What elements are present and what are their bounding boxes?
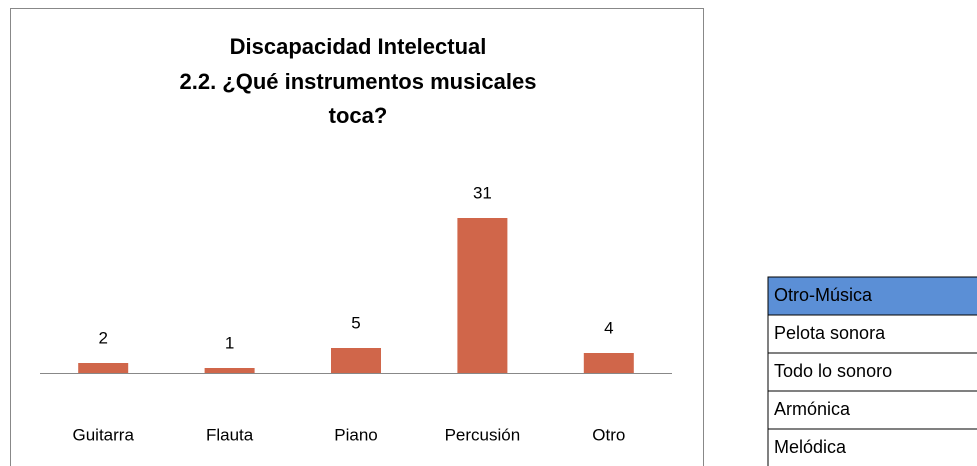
table-header: [767, 276, 977, 316]
table-cell-text: Todo lo sonoro: [774, 361, 892, 381]
table-cell-text: Melódica: [774, 437, 847, 457]
table-cell: [767, 352, 977, 392]
data-label: 1: [225, 333, 234, 352]
data-label: 31: [473, 183, 492, 202]
x-tick-label: Otro: [592, 425, 625, 444]
table-cell-text: Armónica: [774, 399, 851, 419]
table-header-text: Otro-Música: [774, 285, 873, 305]
chart-title: Discapacidad Intelectual: [230, 34, 487, 59]
chart-title: toca?: [329, 103, 388, 128]
chart-title: 2.2. ¿Qué instrumentos musicales: [179, 69, 536, 94]
table-cell: [767, 390, 977, 430]
data-label: 5: [351, 313, 360, 332]
table-cell: [767, 314, 977, 354]
bar: [583, 353, 634, 373]
data-label: 4: [604, 318, 613, 337]
bar: [78, 363, 129, 373]
bar: [331, 348, 381, 373]
x-tick-label: Guitarra: [72, 425, 134, 444]
table-cell: [767, 428, 977, 466]
table-cell-text: Pelota sonora: [774, 323, 886, 343]
chart-frame: [10, 8, 704, 466]
bar: [204, 368, 255, 373]
x-tick-label: Piano: [334, 425, 377, 444]
bar: [457, 218, 508, 373]
x-tick-label: Percusión: [445, 425, 521, 444]
data-label: 2: [98, 328, 107, 347]
x-tick-label: Flauta: [206, 425, 254, 444]
